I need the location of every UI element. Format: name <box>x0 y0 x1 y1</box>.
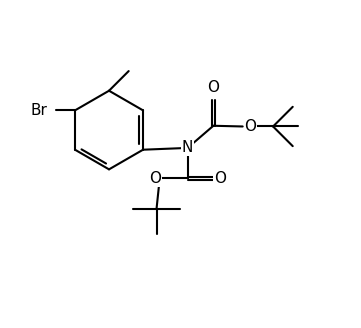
Text: O: O <box>207 80 219 95</box>
Text: O: O <box>244 119 257 134</box>
Text: N: N <box>182 140 193 155</box>
Text: Br: Br <box>31 103 47 118</box>
Text: O: O <box>214 171 226 186</box>
Text: O: O <box>149 171 161 186</box>
